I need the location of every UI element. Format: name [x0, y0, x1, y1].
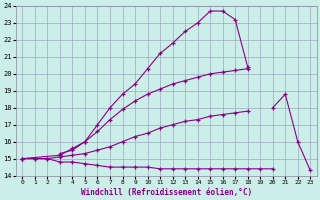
X-axis label: Windchill (Refroidissement éolien,°C): Windchill (Refroidissement éolien,°C)	[81, 188, 252, 197]
